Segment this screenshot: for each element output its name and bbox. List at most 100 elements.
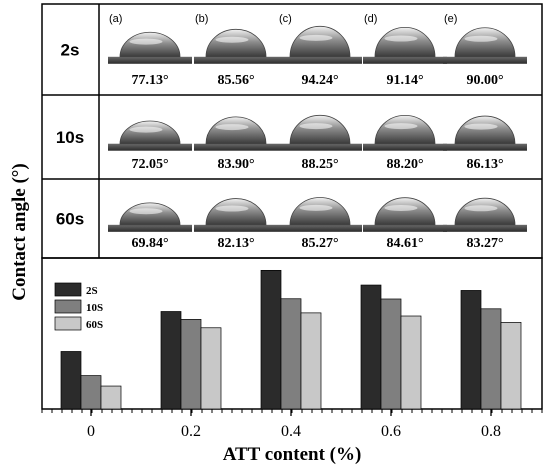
angle-label: 83.27° [466,236,503,251]
substrate-strip [194,143,278,151]
angle-label: 86.13° [466,157,503,172]
x-axis-ticks: 0 0.2 0.4 0.6 0.8 [41,409,543,440]
legend-swatch [54,282,82,297]
droplet-highlight [299,123,333,130]
angle-label: 90.00° [466,73,503,88]
droplet-photo: 82.13° [194,198,278,251]
droplet-shape [205,29,267,58]
bar-60s-0.4 [300,312,322,410]
substrate-strip [363,56,447,64]
x-tick-label: 0 [87,423,95,440]
droplet-highlight [129,38,163,45]
droplet-photo: 88.25° [278,115,362,172]
x-tick-label: 0.8 [481,423,501,440]
substrate-strip [443,56,527,64]
droplet-photo: 85.56° [194,29,278,88]
angle-label: 83.90° [217,157,254,172]
substrate-strip [363,143,447,151]
droplet-highlight [129,126,163,133]
time-label: 60s [56,210,84,229]
angle-label: 88.25° [301,157,338,172]
droplet-highlight [215,124,249,131]
droplet-highlight [464,205,498,212]
droplet-highlight [299,34,333,41]
droplet-highlight [215,205,249,212]
photo-grid: 2s 77.13° 85.56° 94.24° 91.14° 90.00° 10s 72.05… [41,3,543,259]
droplet-highlight [464,35,498,42]
substrate-strip [443,224,527,232]
substrate-strip [108,143,192,151]
droplet-shape [454,27,516,58]
x-tick-label: 0.6 [381,423,401,440]
droplet-highlight [129,208,163,215]
substrate-strip [278,56,362,64]
legend-swatch [54,299,82,314]
bar-60s-0.8 [500,322,522,410]
x-axis-title: ATT content (%) [223,444,362,465]
angle-label: 88.20° [386,157,423,172]
droplet-shape [119,31,181,58]
substrate-strip [194,56,278,64]
panel-letter: (d) [364,13,377,25]
droplet-shape [374,27,436,58]
angle-label: 94.24° [301,73,338,88]
bar-10s-0.8 [480,308,502,410]
panel-letter: (e) [444,13,457,25]
droplet-photo: 83.90° [194,116,278,172]
photo-cells: 2s 77.13° 85.56° 94.24° 91.14° 90.00° 10s 72.05… [56,13,527,251]
substrate-strip [443,143,527,151]
droplet-photo: 77.13° [108,31,192,88]
bar-2s-0.6 [360,284,382,410]
angle-label: 85.56° [217,73,254,88]
droplet-photo: 83.27° [443,197,527,251]
bar-2s-0.2 [160,311,182,410]
angle-label: 82.13° [217,236,254,251]
legend: 2S 10S 60S [54,282,103,331]
droplet-photo: 85.27° [278,197,362,251]
substrate-strip [108,56,192,64]
bar-2s-0.8 [460,290,482,410]
droplet-shape [454,197,516,226]
droplet-photo: 91.14° [363,27,447,88]
droplet-shape [289,115,351,145]
droplet-photo: 90.00° [443,27,527,88]
angle-label: 84.61° [386,236,423,251]
droplet-shape [374,197,436,226]
bar-60s-0.2 [200,327,222,410]
droplet-highlight [299,204,333,211]
substrate-strip [194,224,278,232]
time-label: 2s [61,41,80,60]
bar-10s-0.2 [180,319,202,410]
x-tick-label: 0.2 [181,423,201,440]
droplet-photo: 88.20° [363,115,447,172]
angle-label: 85.27° [301,236,338,251]
panel-letter: (c) [279,13,292,25]
legend-swatch [54,316,82,331]
droplet-photo: 86.13° [443,115,527,172]
angle-label: 77.13° [131,73,168,88]
bar-2s-0.4 [260,269,282,410]
droplet-shape [205,198,267,226]
x-tick-label: 0.4 [281,423,301,440]
legend-label: 2S [86,285,98,297]
bar-10s-0 [80,375,102,410]
droplet-photo: 69.84° [108,202,192,251]
substrate-strip [108,224,192,232]
substrate-strip [278,143,362,151]
droplet-shape [289,197,351,226]
panel-letter: (a) [109,13,122,25]
y-axis-title: Contact angle (°) [9,163,30,300]
bar-60s-0.6 [400,315,422,410]
droplet-photo: 94.24° [278,25,362,88]
droplet-shape [454,115,516,145]
substrate-strip [363,224,447,232]
droplet-shape [289,25,351,58]
substrate-strip [278,224,362,232]
droplet-highlight [384,35,418,42]
droplet-shape [374,115,436,145]
bars [60,269,522,410]
panel-letter: (b) [195,13,208,25]
droplet-highlight [384,123,418,130]
bar-10s-0.6 [380,298,402,410]
